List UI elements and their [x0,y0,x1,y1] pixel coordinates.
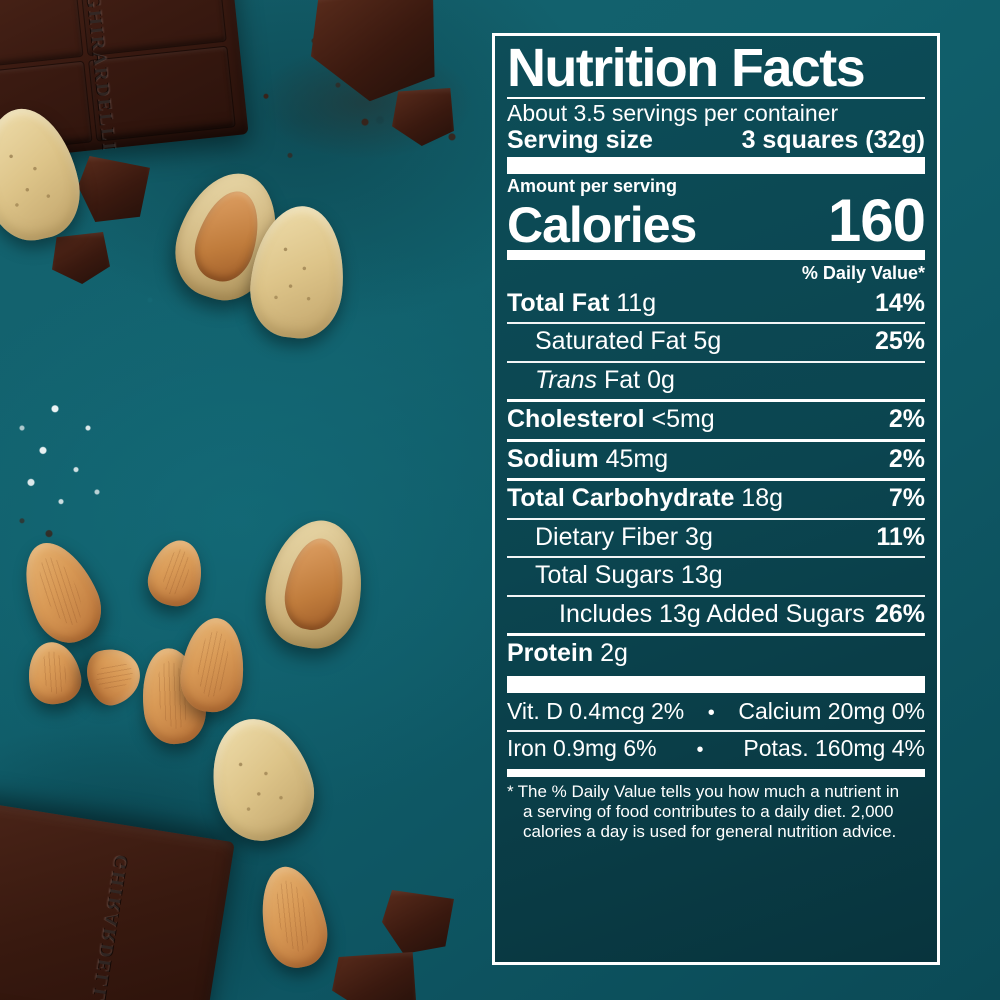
servings-per-container: About 3.5 servings per container [507,99,839,126]
row-divider [507,399,925,403]
footnote-line: calories a day is used for general nutri… [523,822,897,842]
nutrient-row: Total Fat 11g 14% [507,286,925,323]
thick-divider-after-serving [507,156,925,174]
micronutrient-right: Calcium 20mg 0% [738,697,925,724]
nutrient-name: Total Carbohydrate 18g [507,484,784,513]
thick-divider-after-calories [507,249,925,260]
chocolate-chunk [332,952,416,1000]
serving-size-value: 3 squares (32g) [741,125,925,154]
nutrient-name: Dietary Fiber 3g [535,522,713,551]
nutrient-name: Includes 13g Added Sugars [559,599,865,628]
nutrient-row: Includes 13g Added Sugars 26% [507,597,925,634]
nutrient-row: Total Carbohydrate 18g 7% [507,481,925,518]
nutrient-name: Total Sugars 13g [535,561,723,590]
nutrient-name: Trans Fat 0g [535,365,675,394]
nutrient-daily-value: 25% [874,327,925,356]
row-divider [507,633,925,637]
nutrient-name: Cholesterol <5mg [507,405,715,434]
row-divider [507,594,925,597]
nutrient-row: Protein 2g [507,636,925,673]
daily-value-footnote: * The % Daily Value tells you how much a … [507,782,925,843]
calories-label: Calories [507,196,697,253]
row-divider [507,438,925,442]
daily-value-header: % Daily Value* [801,262,925,283]
nutrient-rows: Total Fat 11g 14% Saturated Fat 5g 25% Trans… [507,286,925,673]
row-divider [507,360,925,363]
nutrient-daily-value: 11% [876,522,925,551]
micronutrient-row: Vit. D 0.4mcg 2% • Calcium 20mg 0% [507,695,925,730]
nutrition-facts-label: Nutrition Facts About 3.5 servings per c… [492,33,940,965]
row-divider [507,478,925,482]
nutrient-daily-value: 14% [874,288,925,317]
serving-size-row: Serving size 3 squares (32g) [507,126,925,154]
micronutrient-left: Vit. D 0.4mcg 2% [507,697,685,724]
micronutrient-left: Iron 0.9mg 6% [507,734,657,761]
thick-divider-before-footnote [507,768,925,777]
nutrient-row: Sodium 45mg 2% [507,442,925,479]
thick-divider-after-protein [507,675,925,693]
salt-flakes [10,380,160,540]
chocolate-chunk [78,156,150,222]
amount-per-serving-label: Amount per serving [507,175,678,196]
nutrient-name: Saturated Fat 5g [535,327,722,356]
nutrient-name: Protein 2g [507,639,628,668]
micronutrient-rows: Vit. D 0.4mcg 2% • Calcium 20mg 0% Iron 0.9… [507,695,925,767]
nutrient-row: Total Sugars 13g [507,558,925,595]
row-divider [507,322,925,325]
nutrient-daily-value: 26% [874,599,925,628]
nutrient-row: Trans Fat 0g [507,363,925,400]
nutrition-facts-title: Nutrition Facts [507,38,866,98]
title-divider [507,96,925,99]
footnote-star: * [507,781,514,801]
bullet-separator-icon: • [707,701,715,724]
nutrient-row: Dietary Fiber 3g 11% [507,520,925,557]
nutrient-name: Total Fat 11g [507,288,657,317]
bullet-separator-icon: • [696,738,704,761]
nutrient-row: Saturated Fat 5g 25% [507,324,925,361]
nutrient-daily-value: 2% [888,444,925,473]
footnote-line: The % Daily Value tells you how much a n… [517,781,900,801]
row-divider [507,517,925,520]
nutrient-daily-value: 2% [888,405,925,434]
serving-size-label: Serving size [507,125,653,154]
micronutrient-right: Potas. 160mg 4% [743,734,925,761]
nutrient-row: Cholesterol <5mg 2% [507,402,925,439]
micronutrient-row: Iron 0.9mg 6% • Potas. 160mg 4% [507,732,925,767]
calories-value: 160 [827,186,926,254]
calories-row: Calories 160 [507,186,926,254]
row-divider [507,729,925,732]
row-divider [507,556,925,559]
nutrient-daily-value: 7% [888,484,925,513]
footnote-line: a serving of food contributes to a daily… [523,801,894,821]
nutrient-name: Sodium 45mg [507,444,669,473]
